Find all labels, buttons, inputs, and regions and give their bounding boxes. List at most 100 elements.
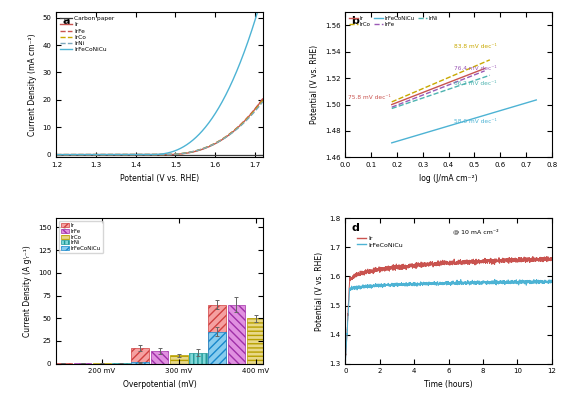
IrCo — [231, 128, 238, 133]
IrFeCoNiCu — [185, 141, 191, 146]
Bar — [189, 353, 207, 364]
Ir — [342, 359, 348, 364]
IrCo — [173, 152, 180, 157]
Ir — [178, 152, 185, 156]
IrFeCoNiCu — [443, 281, 449, 286]
IrFeCoNiCu — [342, 362, 348, 367]
IrCo — [185, 150, 191, 155]
Ir — [352, 275, 359, 280]
Text: d: d — [351, 223, 359, 233]
Bar — [208, 305, 226, 364]
X-axis label: Potential (V vs. RHE): Potential (V vs. RHE) — [120, 174, 199, 183]
IrFeCoNiCu — [231, 75, 238, 80]
Y-axis label: Current Density (mA cm⁻²): Current Density (mA cm⁻²) — [28, 34, 37, 136]
IrFe — [185, 150, 191, 155]
Y-axis label: Current Density (A gᴵᵣ⁻¹): Current Density (A gᴵᵣ⁻¹) — [24, 245, 33, 337]
X-axis label: Time (hours): Time (hours) — [424, 380, 473, 389]
Text: 83.8 mV dec⁻¹: 83.8 mV dec⁻¹ — [454, 44, 497, 49]
Carbon paper — [173, 152, 180, 157]
Ir — [185, 151, 191, 156]
Ir — [437, 261, 444, 266]
Text: b: b — [351, 17, 359, 27]
Ir — [543, 256, 549, 261]
Bar — [247, 318, 265, 364]
IrFe — [178, 151, 185, 156]
Line: Ir: Ir — [56, 99, 263, 155]
Line: IrFeCoNiCu: IrFeCoNiCu — [345, 280, 552, 365]
Carbon paper — [231, 152, 238, 157]
Bar — [227, 305, 245, 364]
Text: @ 10 mA cm⁻²: @ 10 mA cm⁻² — [453, 229, 498, 234]
IrFeCoNiCu — [543, 279, 549, 284]
Ir — [443, 261, 449, 265]
Ir — [260, 97, 266, 101]
IrCo — [260, 98, 266, 103]
Line: IrFeCoNiCu: IrFeCoNiCu — [56, 0, 263, 155]
Y-axis label: Potential (V vs. RHE): Potential (V vs. RHE) — [315, 251, 324, 330]
Bar — [266, 291, 284, 364]
IrFe — [65, 152, 72, 157]
Legend: Carbon paper, Ir, IrFe, IrCo, IrNi, IrFeCoNiCu: Carbon paper, Ir, IrFe, IrCo, IrNi, IrFe… — [59, 15, 116, 53]
Carbon paper — [178, 152, 185, 157]
Text: c: c — [62, 223, 69, 233]
IrFe — [173, 152, 180, 157]
Carbon paper — [209, 152, 216, 157]
IrNi — [65, 152, 72, 157]
IrNi — [173, 152, 180, 156]
IrNi — [260, 99, 266, 104]
Carbon paper — [53, 152, 60, 157]
Ir — [173, 152, 180, 157]
IrCo — [209, 142, 216, 147]
Bar — [285, 238, 303, 364]
Ir — [529, 254, 536, 259]
Legend: Ir, IrFe, IrCo, IrNi, IrFeCoNiCu: Ir, IrFe, IrCo, IrNi, IrFeCoNiCu — [59, 221, 103, 253]
Text: 58.0 mV dec⁻¹: 58.0 mV dec⁻¹ — [454, 119, 497, 124]
Text: 66.2 mV dec⁻¹: 66.2 mV dec⁻¹ — [454, 81, 496, 86]
Y-axis label: Potential (V vs. RHE): Potential (V vs. RHE) — [310, 45, 319, 124]
Bar — [131, 348, 149, 364]
IrNi — [209, 142, 216, 147]
Ir — [65, 152, 72, 157]
IrNi — [178, 151, 185, 156]
Text: 76.4 mV dec⁻¹: 76.4 mV dec⁻¹ — [454, 66, 497, 72]
Ir — [548, 258, 555, 263]
IrFeCoNiCu — [352, 285, 359, 290]
IrFe — [231, 128, 238, 133]
IrNi — [53, 152, 60, 157]
Carbon paper — [65, 152, 72, 157]
IrNi — [185, 150, 191, 155]
IrFe — [260, 97, 266, 101]
Carbon paper — [260, 152, 266, 157]
Line: Ir: Ir — [345, 257, 552, 362]
Line: IrNi: IrNi — [56, 102, 263, 155]
IrFeCoNiCu — [491, 277, 498, 282]
IrCo — [178, 151, 185, 156]
Ir — [231, 128, 238, 133]
IrCo — [65, 152, 72, 157]
IrFeCoNiCu — [437, 280, 444, 284]
Ir — [542, 255, 549, 260]
Ir — [504, 256, 511, 261]
X-axis label: Overpotential (mV): Overpotential (mV) — [123, 380, 196, 389]
IrFeCoNiCu — [65, 152, 72, 157]
IrFeCoNiCu — [542, 280, 549, 285]
Ir — [209, 143, 216, 147]
Bar — [170, 356, 187, 364]
IrFeCoNiCu — [53, 152, 60, 157]
Legend: Ir, IrFeCoNiCu: Ir, IrFeCoNiCu — [355, 233, 405, 250]
Bar — [131, 362, 149, 364]
IrCo — [53, 152, 60, 157]
Bar — [208, 332, 226, 364]
Bar — [151, 351, 168, 364]
Text: a: a — [62, 17, 70, 27]
IrFe — [53, 152, 60, 157]
IrNi — [231, 129, 238, 134]
IrFe — [209, 142, 216, 147]
Line: IrCo: IrCo — [56, 101, 263, 155]
Text: 75.8 mV dec⁻¹: 75.8 mV dec⁻¹ — [348, 95, 391, 101]
IrFeCoNiCu — [178, 145, 185, 150]
IrFeCoNiCu — [548, 280, 555, 285]
Ir — [53, 152, 60, 157]
X-axis label: log (J/mA cm⁻²): log (J/mA cm⁻²) — [419, 174, 478, 183]
Bar — [55, 363, 72, 364]
